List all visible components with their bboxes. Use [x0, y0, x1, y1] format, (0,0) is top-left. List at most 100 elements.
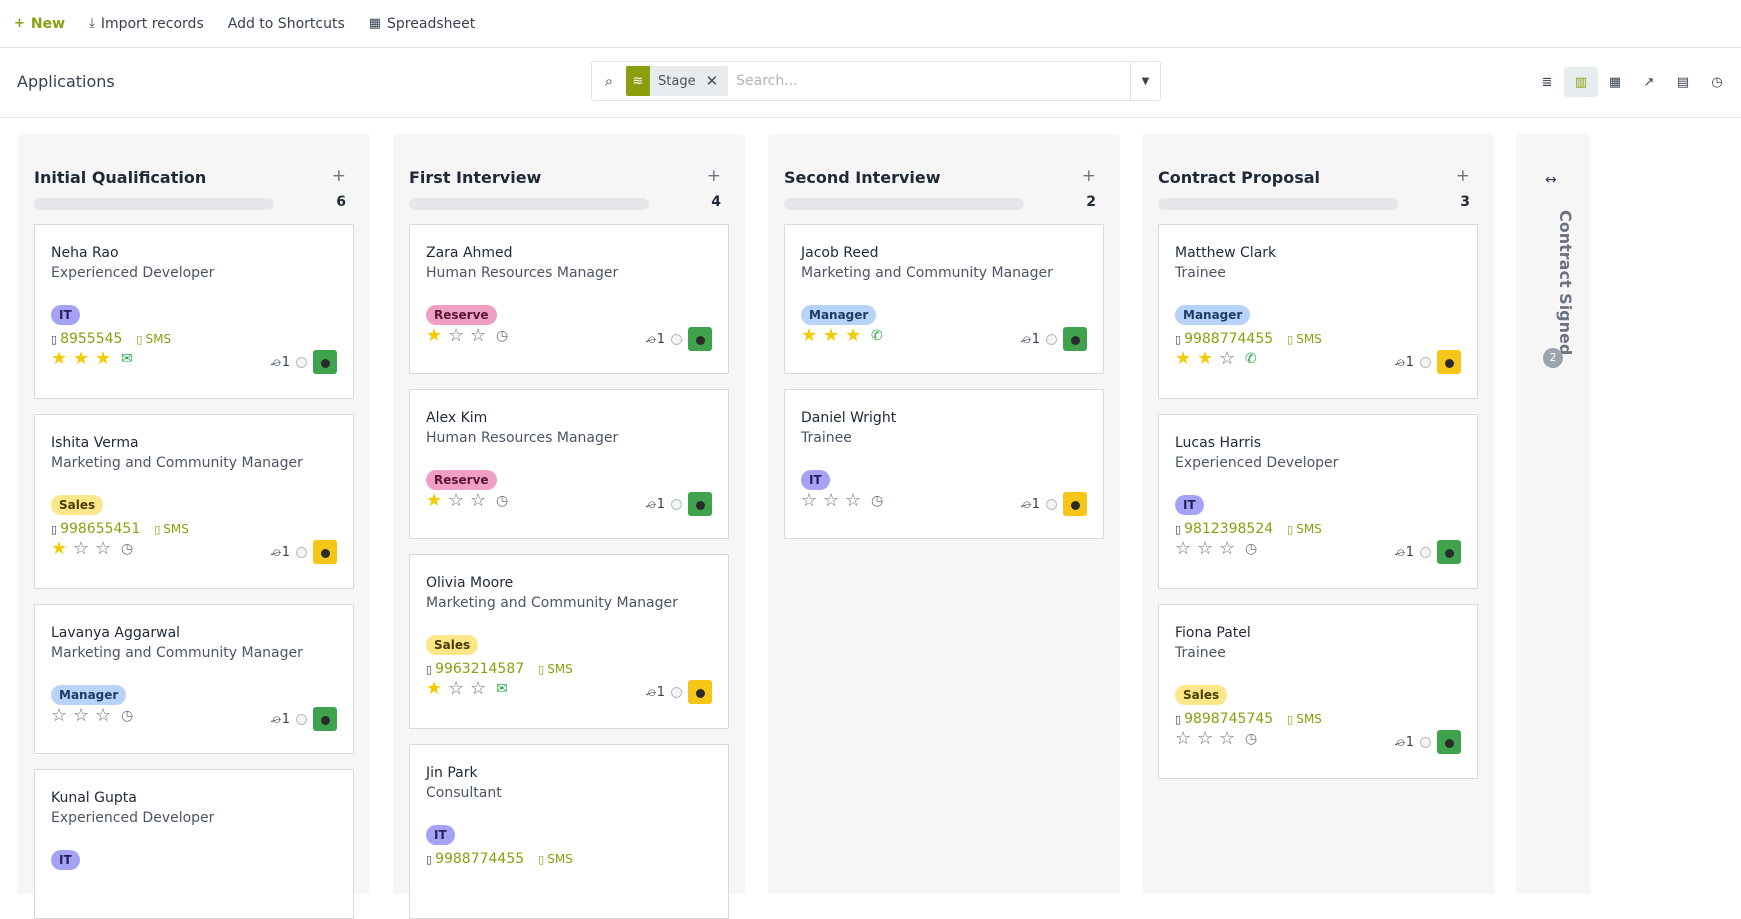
- star-icon[interactable]: ★: [73, 348, 90, 369]
- star-icon[interactable]: ★: [823, 325, 840, 346]
- star-icon[interactable]: ☆: [1175, 728, 1192, 749]
- avatar[interactable]: [1437, 350, 1461, 374]
- star-icon[interactable]: ☆: [51, 705, 68, 726]
- status-circle[interactable]: [1420, 546, 1431, 558]
- star-icon[interactable]: ☆: [801, 490, 818, 511]
- star-icon[interactable]: ★: [426, 678, 443, 699]
- star-icon[interactable]: ☆: [73, 538, 90, 559]
- star-icon[interactable]: ☆: [448, 490, 465, 511]
- avatar[interactable]: [313, 350, 337, 374]
- star-icon[interactable]: ☆: [448, 678, 465, 699]
- quick-create-icon[interactable]: +: [706, 166, 721, 186]
- avatar[interactable]: [1063, 492, 1087, 516]
- status-circle[interactable]: [296, 713, 307, 725]
- status-circle[interactable]: [1046, 498, 1057, 510]
- quick-create-icon[interactable]: +: [331, 166, 346, 186]
- star-icon[interactable]: ★: [845, 325, 862, 346]
- clock-icon[interactable]: ◷: [871, 492, 884, 509]
- sms-button[interactable]: ▯ SMS: [1287, 522, 1322, 536]
- star-icon[interactable]: ☆: [95, 705, 112, 726]
- kanban-card[interactable]: Lucas Harris Experienced Developer IT ▯ 9812…: [1158, 414, 1478, 589]
- spreadsheet-button[interactable]: ▦ Spreadsheet: [368, 15, 476, 32]
- star-icon[interactable]: ☆: [1197, 538, 1214, 559]
- star-icon[interactable]: ☆: [1197, 728, 1214, 749]
- clock-icon[interactable]: ◷: [121, 707, 134, 724]
- avatar[interactable]: [1437, 540, 1461, 564]
- kanban-card[interactable]: Alex Kim Human Resources Manager Reserve ★ ☆…: [409, 389, 729, 539]
- envelope-icon[interactable]: ✉: [496, 680, 508, 697]
- star-icon[interactable]: ★: [1197, 348, 1214, 369]
- phone-icon[interactable]: ✆: [1245, 350, 1257, 367]
- quick-create-icon[interactable]: +: [1455, 166, 1470, 186]
- paperclip-icon[interactable]: ⌮: [1394, 733, 1406, 751]
- clock-icon[interactable]: ◷: [496, 492, 509, 509]
- star-icon[interactable]: ☆: [470, 325, 487, 346]
- phone-number[interactable]: 9963214587: [435, 661, 525, 677]
- kanban-card[interactable]: Fiona Patel Trainee Sales ▯ 9898745745 ▯ SMS ☆ ☆…: [1158, 604, 1478, 779]
- status-circle[interactable]: [671, 498, 682, 510]
- star-icon[interactable]: ★: [51, 538, 68, 559]
- calendar-view-button[interactable]: ▤: [1666, 67, 1700, 97]
- remove-facet-icon[interactable]: ✕: [705, 72, 719, 90]
- avatar[interactable]: [688, 680, 712, 704]
- star-icon[interactable]: ★: [51, 348, 68, 369]
- sms-button[interactable]: ▯ SMS: [538, 852, 573, 866]
- search-input[interactable]: [728, 62, 1130, 100]
- avatar[interactable]: [688, 327, 712, 351]
- paperclip-icon[interactable]: ⌮: [645, 330, 657, 348]
- activity-view-button[interactable]: ◷: [1700, 67, 1734, 97]
- status-circle[interactable]: [671, 686, 682, 698]
- status-circle[interactable]: [296, 356, 307, 368]
- clock-icon[interactable]: ◷: [121, 540, 134, 557]
- star-icon[interactable]: ☆: [1219, 538, 1236, 559]
- avatar[interactable]: [313, 540, 337, 564]
- phone-number[interactable]: 9988774455: [1184, 331, 1274, 347]
- sms-button[interactable]: ▯ SMS: [1287, 332, 1322, 346]
- paperclip-icon[interactable]: ⌮: [270, 353, 282, 371]
- star-icon[interactable]: ☆: [95, 538, 112, 559]
- kanban-card[interactable]: Matthew Clark Trainee Manager ▯ 9988774455 ▯ S…: [1158, 224, 1478, 399]
- star-icon[interactable]: ★: [426, 325, 443, 346]
- clock-icon[interactable]: ◷: [1245, 730, 1258, 747]
- star-icon[interactable]: ☆: [1175, 538, 1192, 559]
- sms-button[interactable]: ▯ SMS: [538, 662, 573, 676]
- star-icon[interactable]: ☆: [1219, 348, 1236, 369]
- pivot-view-button[interactable]: ▦: [1598, 67, 1632, 97]
- star-icon[interactable]: ☆: [73, 705, 90, 726]
- status-circle[interactable]: [296, 546, 307, 558]
- star-icon[interactable]: ★: [801, 325, 818, 346]
- avatar[interactable]: [1063, 327, 1087, 351]
- kanban-card[interactable]: Jacob Reed Marketing and Community Manage…: [784, 224, 1104, 374]
- star-icon[interactable]: ☆: [1219, 728, 1236, 749]
- phone-number[interactable]: 9898745745: [1184, 711, 1274, 727]
- paperclip-icon[interactable]: ⌮: [1020, 330, 1032, 348]
- quick-create-icon[interactable]: +: [1081, 166, 1096, 186]
- status-circle[interactable]: [1420, 356, 1431, 368]
- import-records-button[interactable]: ⤓ Import records: [89, 15, 204, 32]
- clock-icon[interactable]: ◷: [496, 327, 509, 344]
- search-options-toggle[interactable]: ▼: [1130, 62, 1160, 100]
- status-circle[interactable]: [1046, 333, 1057, 345]
- star-icon[interactable]: ☆: [470, 490, 487, 511]
- expand-arrows-icon[interactable]: ↔: [1545, 172, 1557, 188]
- kanban-card[interactable]: Kunal Gupta Experienced Developer IT: [34, 769, 354, 919]
- kanban-card[interactable]: Zara Ahmed Human Resources Manager Reserve…: [409, 224, 729, 374]
- star-icon[interactable]: ☆: [470, 678, 487, 699]
- status-circle[interactable]: [671, 333, 682, 345]
- folded-column-contract-signed[interactable]: ↔ Contract Signed 2: [1516, 134, 1590, 894]
- kanban-card[interactable]: Daniel Wright Trainee IT ☆ ☆ ☆ ◷ ⌮ 1: [784, 389, 1104, 539]
- kanban-card[interactable]: Olivia Moore Marketing and Community Mana…: [409, 554, 729, 729]
- list-view-button[interactable]: ≣: [1530, 67, 1564, 97]
- kanban-view-button[interactable]: ▥: [1564, 67, 1598, 97]
- kanban-card[interactable]: Jin Park Consultant IT ▯ 9988774455 ▯ SMS: [409, 744, 729, 919]
- paperclip-icon[interactable]: ⌮: [1394, 353, 1406, 371]
- paperclip-icon[interactable]: ⌮: [270, 543, 282, 561]
- kanban-card[interactable]: Neha Rao Experienced Developer IT ▯ 8955545 ▯…: [34, 224, 354, 399]
- star-icon[interactable]: ★: [95, 348, 112, 369]
- paperclip-icon[interactable]: ⌮: [1020, 495, 1032, 513]
- sms-button[interactable]: ▯ SMS: [1287, 712, 1322, 726]
- graph-view-button[interactable]: ↗: [1632, 67, 1666, 97]
- star-icon[interactable]: ☆: [448, 325, 465, 346]
- status-circle[interactable]: [1420, 736, 1431, 748]
- paperclip-icon[interactable]: ⌮: [270, 710, 282, 728]
